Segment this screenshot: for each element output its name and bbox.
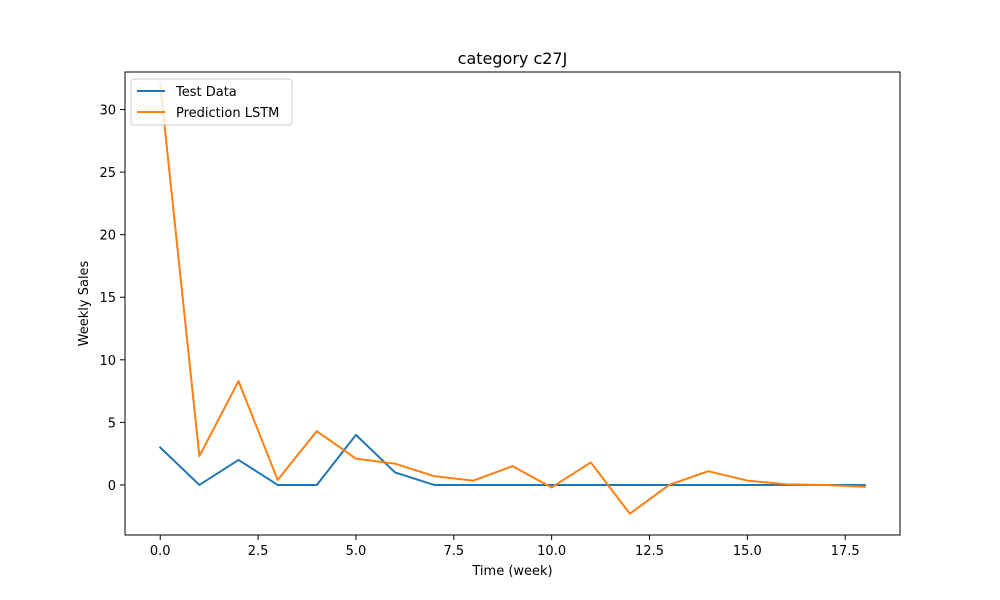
legend: Test Data Prediction LSTM: [130, 78, 293, 126]
y-axis-ticks: 0 5 10 15 20 25 30: [99, 104, 125, 494]
x-tick-label: 5.0: [346, 544, 367, 559]
plot-area: [125, 72, 900, 535]
legend-box: [130, 78, 293, 126]
x-tick-label: 0.0: [150, 544, 171, 559]
x-axis-ticks: 0.0 2.5 5.0 7.5 10.0 12.5 15.0 17.5: [150, 535, 860, 559]
x-axis-label: Time (week): [471, 564, 552, 579]
x-tick-label: 10.0: [537, 544, 566, 559]
y-tick-label: 0: [108, 479, 116, 494]
x-tick-label: 12.5: [635, 544, 664, 559]
plot-frame: [124, 71, 901, 536]
y-axis-label: Weekly Sales: [77, 260, 92, 346]
series-line-prediction-lstm: [159, 83, 866, 515]
x-tick-label: 7.5: [443, 544, 464, 559]
x-tick-label: 17.5: [831, 544, 860, 559]
y-tick-label: 30: [99, 104, 116, 119]
x-tick-label: 15.0: [733, 544, 762, 559]
chart-title: category c27J: [458, 49, 568, 68]
series-line-test-data: [158, 433, 866, 486]
legend-label-test-data: Test Data: [175, 85, 237, 100]
y-tick-label: 25: [99, 166, 116, 181]
y-tick-label: 15: [99, 291, 116, 306]
legend-label-prediction-lstm: Prediction LSTM: [176, 106, 279, 121]
series-layer: [158, 83, 866, 515]
y-tick-label: 20: [99, 229, 116, 244]
x-tick-label: 2.5: [248, 544, 269, 559]
y-tick-label: 10: [99, 354, 116, 369]
y-tick-label: 5: [108, 416, 116, 431]
